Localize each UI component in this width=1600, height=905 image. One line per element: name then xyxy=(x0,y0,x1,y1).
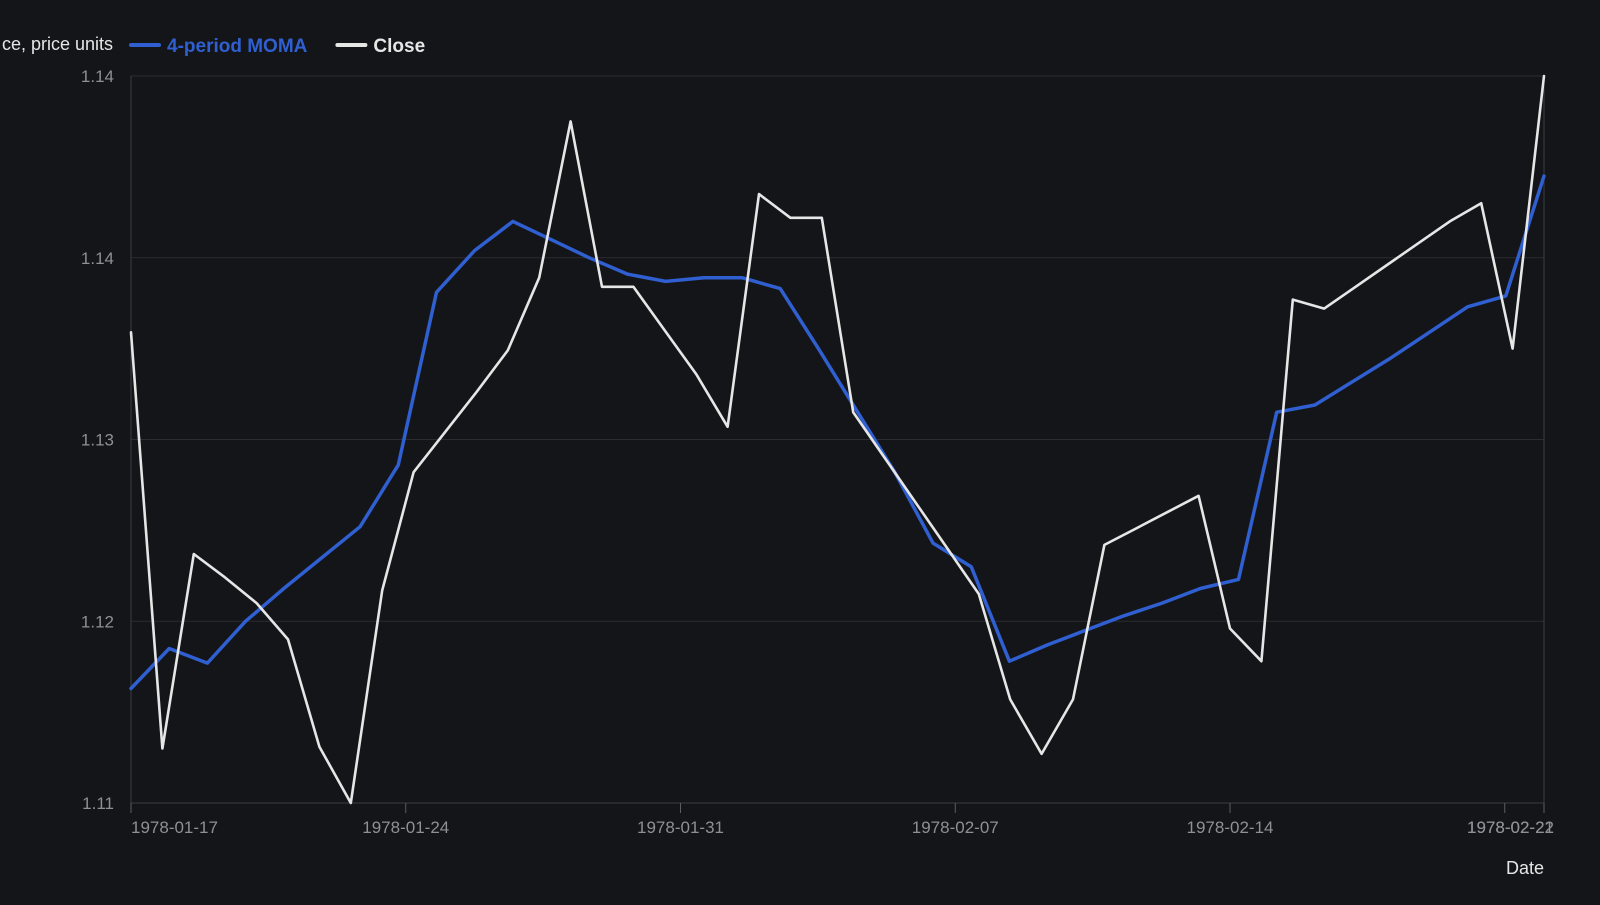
series-layer xyxy=(129,74,1546,805)
legend: ce, price units 4-period MOMA Close xyxy=(2,34,425,57)
y-tick-label: 1.14 xyxy=(81,67,114,86)
y-tick-label: 1.12 xyxy=(81,612,114,631)
x-tick-label: 1978-02-21 xyxy=(1467,818,1554,837)
x-tick-label: 1978-01-31 xyxy=(637,818,724,837)
x-tick-label: 1978-02-22 xyxy=(1467,818,1554,837)
x-tick-label: 1978-02-07 xyxy=(912,818,999,837)
x-tick-label: 1978-01-17 xyxy=(131,818,218,837)
grid xyxy=(131,75,1544,804)
x-axis-label: Date xyxy=(1506,858,1544,878)
y-tick-label: 1.11 xyxy=(82,794,114,813)
axes: 1.11 1.12 1.13 1.14 1.14 1978-01-17 1978-01-24… xyxy=(81,67,1554,837)
x-tick-label: 1978-01-24 xyxy=(362,818,449,837)
close-series-line xyxy=(129,74,1546,805)
x-tick-label: 1978-02-14 xyxy=(1187,818,1274,837)
y-axis-label: ce, price units xyxy=(2,34,113,54)
moma-series-line xyxy=(129,174,1546,691)
y-tick-label: 1.13 xyxy=(81,431,114,450)
y-tick-label: 1.14 xyxy=(81,249,114,268)
legend-label: 4-period MOMA xyxy=(167,36,308,57)
legend-label: Close xyxy=(373,36,425,57)
